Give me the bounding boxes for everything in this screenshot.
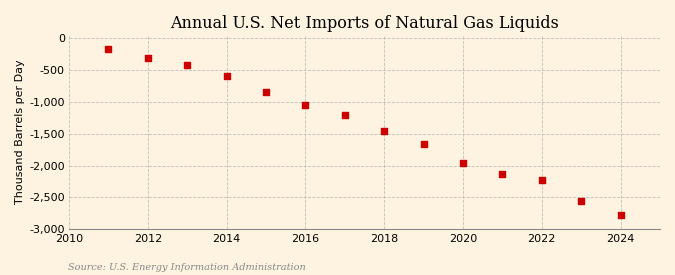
Point <box>537 178 547 182</box>
Title: Annual U.S. Net Imports of Natural Gas Liquids: Annual U.S. Net Imports of Natural Gas L… <box>170 15 559 32</box>
Y-axis label: Thousand Barrels per Day: Thousand Barrels per Day <box>15 60 25 204</box>
Point <box>418 142 429 146</box>
Point <box>142 56 153 60</box>
Text: Source: U.S. Energy Information Administration: Source: U.S. Energy Information Administ… <box>68 263 305 272</box>
Point <box>182 63 192 67</box>
Point <box>340 113 350 117</box>
Point <box>497 172 508 176</box>
Point <box>615 213 626 218</box>
Point <box>576 199 587 204</box>
Point <box>103 47 114 51</box>
Point <box>379 129 389 133</box>
Point <box>261 89 271 94</box>
Point <box>300 103 310 107</box>
Point <box>458 161 468 165</box>
Point <box>221 73 232 78</box>
